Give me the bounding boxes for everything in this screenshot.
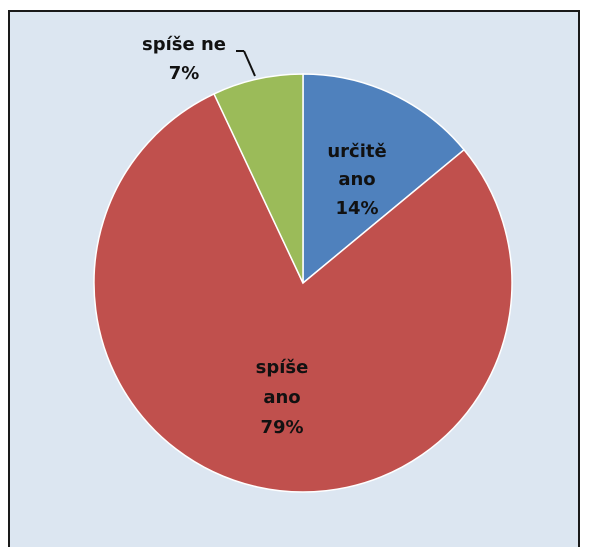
label-spise-ano-line1: spíše xyxy=(256,357,309,378)
label-spise-ne-line1: spíše ne xyxy=(142,34,226,55)
label-urcite-ano-value: 14% xyxy=(335,198,378,219)
label-spise-ne-value: 7% xyxy=(169,63,200,84)
label-spise-ano-line2: ano xyxy=(263,387,300,408)
label-urcite-ano-line1: určitě xyxy=(327,141,386,162)
pie-slices xyxy=(93,73,513,493)
leader-line-spise-ne xyxy=(243,50,256,77)
label-urcite-ano-line2: ano xyxy=(338,169,375,190)
pie-slice-spíše-ne xyxy=(213,73,304,284)
pie-slice-spíše-ano xyxy=(93,92,513,493)
label-spise-ano-value: 79% xyxy=(260,417,303,438)
pie-slice-určitě-ano xyxy=(302,73,466,285)
